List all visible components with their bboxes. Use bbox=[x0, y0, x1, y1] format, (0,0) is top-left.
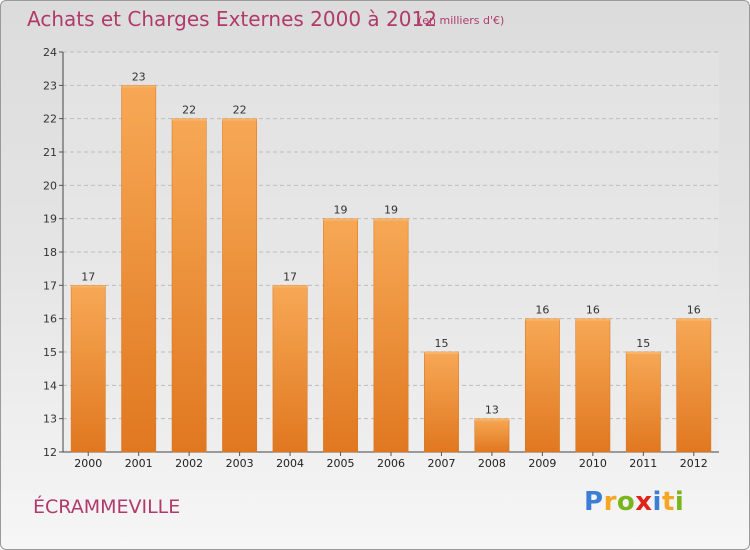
logo-letter: i bbox=[674, 487, 685, 517]
y-tick-label: 21 bbox=[43, 146, 57, 159]
logo-letter: x bbox=[635, 487, 653, 517]
bar-top-highlight bbox=[525, 318, 560, 321]
logo-letter: i bbox=[652, 487, 662, 517]
bar bbox=[474, 418, 510, 453]
bar bbox=[424, 351, 459, 453]
bar bbox=[676, 318, 712, 453]
logo-letter: o bbox=[616, 487, 636, 517]
bar-value-label: 22 bbox=[182, 104, 196, 117]
logo-letter: r bbox=[603, 487, 617, 517]
x-tick-label: 2005 bbox=[327, 457, 355, 470]
bar bbox=[524, 318, 560, 453]
logo-letter: t bbox=[661, 487, 675, 517]
y-tick-label: 19 bbox=[43, 213, 57, 226]
y-tick-label: 18 bbox=[43, 246, 57, 259]
bar-top-highlight bbox=[222, 118, 257, 121]
bar bbox=[323, 218, 358, 453]
bar-value-label: 16 bbox=[586, 304, 600, 317]
bar-value-label: 16 bbox=[687, 304, 701, 317]
commune-name: ÉCRAMMEVILLE bbox=[33, 496, 181, 518]
bar-top-highlight bbox=[424, 352, 459, 354]
y-tick-label: 22 bbox=[43, 113, 57, 126]
bar-value-label: 23 bbox=[132, 70, 146, 83]
bar bbox=[171, 118, 207, 453]
y-tick-label: 13 bbox=[43, 413, 57, 426]
logo-letter: P bbox=[584, 487, 604, 517]
bar-value-label: 16 bbox=[535, 304, 549, 317]
x-tick-label: 2006 bbox=[377, 457, 405, 470]
bar bbox=[373, 218, 409, 453]
bar bbox=[625, 351, 661, 453]
x-tick-label: 2012 bbox=[680, 457, 708, 470]
y-tick-label: 12 bbox=[43, 446, 57, 459]
x-tick-label: 2000 bbox=[74, 457, 102, 470]
bar-value-label: 19 bbox=[384, 204, 398, 217]
bar-top-highlight bbox=[323, 218, 358, 221]
x-tick-label: 2010 bbox=[579, 457, 607, 470]
y-tick-label: 15 bbox=[43, 346, 57, 359]
bar bbox=[70, 285, 106, 453]
x-tick-label: 2011 bbox=[629, 457, 657, 470]
bar-value-label: 17 bbox=[81, 270, 95, 283]
bar bbox=[575, 318, 611, 453]
bar-top-highlight bbox=[272, 285, 308, 288]
chart-subtitle: (en milliers d'€) bbox=[418, 14, 505, 27]
proxiti-logo[interactable]: Proxiti bbox=[584, 487, 684, 517]
bar bbox=[272, 285, 308, 453]
bar-top-highlight bbox=[626, 352, 661, 354]
x-tick-label: 2007 bbox=[427, 457, 455, 470]
bar-value-label: 19 bbox=[334, 204, 348, 217]
chart-title: Achats et Charges Externes 2000 à 2012 bbox=[27, 7, 437, 31]
bar-top-highlight bbox=[373, 218, 409, 221]
y-tick-label: 24 bbox=[43, 46, 57, 59]
x-tick-label: 2004 bbox=[276, 457, 304, 470]
x-tick-label: 2009 bbox=[528, 457, 556, 470]
bar bbox=[121, 85, 157, 453]
x-tick-label: 2008 bbox=[478, 457, 506, 470]
bar-value-label: 13 bbox=[485, 404, 499, 417]
y-tick-label: 20 bbox=[43, 179, 57, 192]
x-tick-label: 2001 bbox=[125, 457, 153, 470]
bar bbox=[222, 118, 258, 453]
bar-top-highlight bbox=[575, 318, 611, 321]
x-tick-label: 2003 bbox=[226, 457, 254, 470]
x-tick-label: 2002 bbox=[175, 457, 203, 470]
bar-value-label: 15 bbox=[434, 337, 448, 350]
bar-value-label: 22 bbox=[233, 104, 247, 117]
bar-top-highlight bbox=[171, 118, 207, 121]
y-tick-label: 16 bbox=[43, 313, 57, 326]
bar-top-highlight bbox=[121, 85, 156, 88]
bar-top-highlight bbox=[474, 418, 510, 421]
y-tick-label: 23 bbox=[43, 79, 57, 92]
bar-value-label: 15 bbox=[636, 337, 650, 350]
y-tick-label: 17 bbox=[43, 279, 57, 292]
bar-top-highlight bbox=[676, 318, 711, 321]
bar-value-label: 17 bbox=[283, 270, 297, 283]
y-tick-label: 14 bbox=[43, 379, 57, 392]
bar-top-highlight bbox=[71, 285, 106, 288]
